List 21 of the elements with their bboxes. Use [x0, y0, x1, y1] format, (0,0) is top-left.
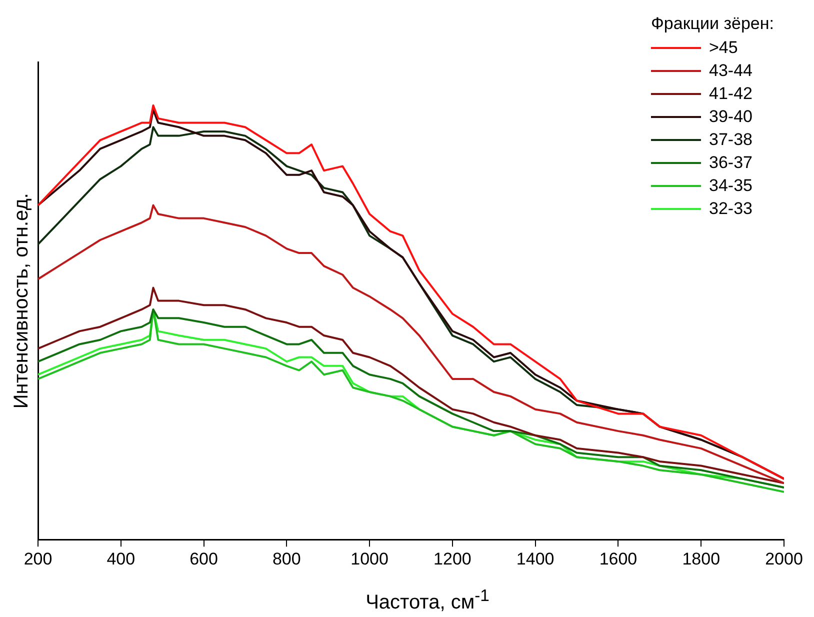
x-tick-label: 1000 — [350, 549, 388, 568]
legend-title: Фракции зёрен: — [651, 14, 774, 34]
x-tick-label: 400 — [106, 549, 136, 568]
x-axis-title: Частота, см$^{-1}$ — [364, 586, 490, 615]
x-tick-label: 1200 — [434, 549, 472, 568]
x-tick-label: 1400 — [516, 549, 554, 568]
legend-label: 41-42 — [709, 84, 752, 104]
legend-label: 37-38 — [709, 130, 752, 150]
x-tick-label: 200 — [24, 549, 52, 568]
x-tick-label: 1600 — [599, 549, 638, 568]
legend-label: 43-44 — [709, 60, 752, 80]
legend-label: 34-35 — [709, 176, 752, 196]
legend-label: 32-33 — [709, 198, 752, 218]
y-axis-title: Интенсивность, отн.ед. — [10, 193, 33, 409]
legend-label: >45 — [709, 38, 738, 58]
legend-label: 39-40 — [709, 106, 752, 126]
legend-label: 36-37 — [709, 152, 752, 172]
x-tick-label: 800 — [272, 549, 301, 568]
x-tick-label: 600 — [190, 549, 218, 568]
x-tick-label: 1800 — [682, 549, 720, 568]
x-tick-label: 2000 — [765, 549, 803, 568]
